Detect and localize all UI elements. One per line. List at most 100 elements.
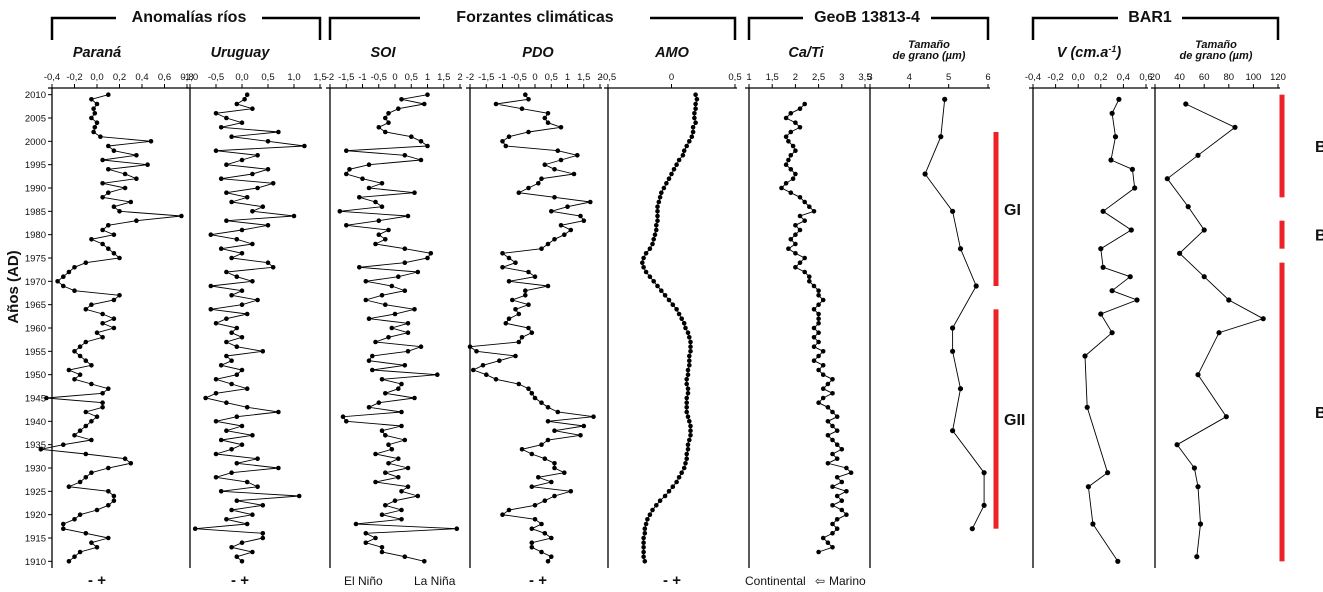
data-point-uruguay-1-1991 [270,181,276,186]
x-tick-label-tamano-de-grano-m-bar1-8: 60 [1199,72,1210,83]
data-point-pdo-3-1915 [549,535,554,541]
data-point-soi-2-1965 [383,302,388,308]
data-point-parana-0-2010 [106,92,111,97]
y-tick-label-1925: 1925 [25,487,46,498]
data-point-amo-4-1976 [643,251,649,256]
data-point-uruguay-1-1998 [213,148,219,153]
data-point-ca-ti-5-1951 [816,367,821,373]
data-point-amo-4-1997 [680,153,686,158]
data-point-soi-2-1913 [379,545,385,550]
data-point-ca-ti-5-1912 [816,549,821,555]
data-point-pdo-3-1930 [552,465,557,471]
data-point-parana-0-1976 [111,251,117,256]
data-point-ca-ti-5-1914 [825,540,831,545]
data-point-uruguay-1-1915 [260,535,266,541]
data-point-uruguay-1-1969 [208,283,214,289]
data-point-soi-2-1953 [366,358,372,364]
data-point-parana-0-1919 [72,517,77,522]
data-point-soi-2-1914 [363,540,369,545]
data-point-pdo-3-1974 [513,260,518,266]
data-point-pdo-3-1931 [552,461,557,466]
data-point-pdo-3-1969 [545,283,551,289]
data-point-amo-4-1946 [685,391,691,396]
data-point-pdo-3-1919 [532,517,538,522]
data-point-parana-0-1971 [61,274,66,280]
data-point-soi-2-1932 [396,456,401,462]
data-point-amo-4-1921 [650,507,655,513]
data-point-parana-0-1918 [61,521,66,527]
data-point-pdo-3-1949 [493,377,499,382]
data-point-soi-2-1963 [392,311,398,317]
data-point-parana-0-1988 [100,195,105,200]
data-point-soi-2-1983 [376,218,382,223]
data-point-parana-0-1911 [72,554,77,559]
data-point-soi-2-1998 [344,148,349,153]
data-point-soi-2-1949 [379,377,385,382]
data-point-soi-2-2008 [422,101,427,107]
data-point-ca-ti-5-1992 [790,176,796,181]
data-point-pdo-3-2008 [493,101,499,107]
data-point-ca-ti-5-1927 [839,479,845,485]
data-point-v-cm-a-1-7-1943 [1084,404,1090,410]
data-point-parana-0-1945 [44,395,49,401]
data-point-uruguay-1-1922 [260,503,266,508]
data-point-uruguay-1-2000 [265,139,271,144]
data-point-uruguay-1-1978 [250,241,255,247]
data-point-soi-2-1964 [412,307,417,312]
data-point-amo-4-1994 [671,167,677,172]
data-point-amo-4-1977 [647,246,653,251]
data-point-uruguay-1-1917 [192,526,198,531]
data-point-ca-ti-5-1979 [788,237,794,242]
data-point-uruguay-1-1916 [260,531,266,536]
y-axis-ticks: 2010 2005 2000 1995 1990 1985 1980 1975 1970 1965… [25,90,52,568]
zones: GI GII BI BII BIII [993,94,1323,562]
data-point-v-cm-a-1-7-1918 [1090,521,1096,527]
data-point-uruguay-1-1985 [250,209,255,214]
data-point-amo-4-2008 [693,101,698,107]
footers: - + - + El Niño La Niña - + - + Continental ⇦ Ma… [88,572,866,589]
data-point-ca-ti-5-1945 [820,395,826,401]
data-point-pdo-3-2006 [545,111,551,116]
data-point-tamano-de-grano-m-6-1938 [950,428,956,434]
data-point-uruguay-1-1974 [265,260,271,266]
y-tick-label-1930: 1930 [25,464,46,475]
data-point-uruguay-1-1943 [244,405,250,410]
data-point-uruguay-1-2004 [239,120,245,125]
data-point-v-cm-a-1-7-2001 [1112,134,1119,140]
data-point-pdo-3-1964 [513,307,518,312]
data-point-parana-0-1930 [106,465,111,471]
data-point-uruguay-1-1956 [234,344,240,350]
data-point-ca-ti-5-1983 [802,218,807,223]
data-point-pdo-3-2003 [558,125,564,130]
x-tick-label-amo-4: -0,5 [600,72,616,83]
data-point-pdo-3-1999 [503,143,509,149]
data-point-soi-2-1944 [376,400,382,406]
data-point-soi-2-1920 [379,512,385,517]
data-point-uruguay-1-1950 [234,372,240,378]
data-point-amo-4-1967 [662,293,668,298]
data-point-pdo-3-1953 [497,358,502,364]
data-point-soi-2-1948 [399,381,404,387]
data-point-ca-ti-5-1943 [825,405,831,410]
data-point-parana-0-1910 [66,559,72,564]
data-point-amo-4-1984 [655,213,660,219]
data-point-pdo-3-1932 [542,456,548,462]
x-tick-label-soi-2: 2 [457,72,462,83]
data-point-uruguay-1-1938 [224,428,229,434]
data-point-soi-2-1939 [399,423,404,429]
x-tick-label-parana-0: 0,2 [113,72,126,83]
data-point-v-cm-a-1-7-1966 [1134,297,1140,303]
data-point-uruguay-1-1918 [244,521,250,527]
x-tick-label-tamano-de-grano-m-bar1-8: 20 [1150,72,1161,83]
x-tick-label-soi-2: 1,5 [437,72,450,83]
data-point-uruguay-1-1951 [239,367,245,373]
data-point-tamano-de-grano-m-bar1-8-2008 [1183,101,1189,107]
data-point-pdo-3-1925 [568,489,574,494]
y-tick-label-1985: 1985 [25,207,46,218]
zone-label-gii: GII [1004,412,1025,429]
panel-title-tamano-de-grano-m-bar1-8-line-1: de grano (µm) [1180,50,1253,62]
data-point-ca-ti-5-1913 [830,545,835,550]
data-point-amo-4-1932 [684,456,689,462]
y-tick-label-1995: 1995 [25,160,46,171]
data-point-pdo-3-1910 [545,559,551,564]
